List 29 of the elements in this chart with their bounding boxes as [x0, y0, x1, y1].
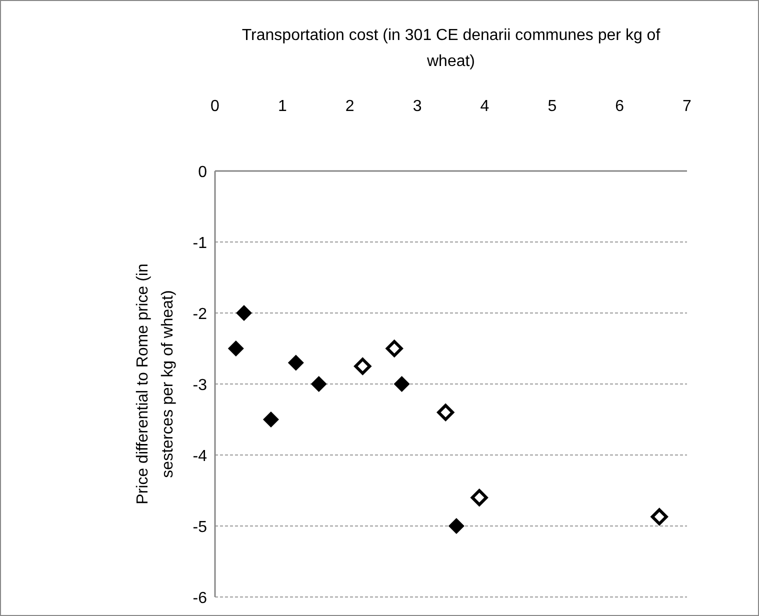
- point: [288, 354, 304, 371]
- x-tick-label: 5: [548, 98, 557, 115]
- y-tick-label: -5: [192, 519, 208, 536]
- point: [236, 305, 252, 321]
- point: [448, 518, 464, 534]
- y-tick-label: -2: [192, 306, 208, 323]
- point: [228, 340, 244, 356]
- x-tick-label: 1: [278, 98, 287, 115]
- x-axis-title: Transportation cost (in 301 CE denarii communes per kg of wheat): [242, 27, 661, 70]
- point: [310, 376, 327, 392]
- x-tick-label: 7: [682, 98, 692, 115]
- point: [262, 412, 279, 428]
- y-tick-label: -4: [192, 448, 208, 465]
- x-tick-label: 2: [345, 98, 354, 115]
- point: [650, 508, 668, 526]
- point: [437, 404, 454, 421]
- x-tick-label: 6: [615, 98, 624, 115]
- point: [394, 376, 410, 392]
- point: [354, 358, 372, 375]
- point: [470, 489, 488, 506]
- x-tick-label: 0: [210, 98, 220, 115]
- y-axis-title: Price differential to Rome price (in sesterces per kg of wheat): [134, 264, 176, 504]
- y-tick-label: -1: [192, 235, 208, 252]
- x-tick-label: 3: [412, 98, 422, 115]
- x-tick-label: 4: [480, 98, 490, 115]
- y-tick-label: -6: [192, 590, 208, 607]
- point: [386, 340, 403, 357]
- y-tick-label: -3: [192, 377, 208, 394]
- y-tick-label: 0: [198, 164, 208, 181]
